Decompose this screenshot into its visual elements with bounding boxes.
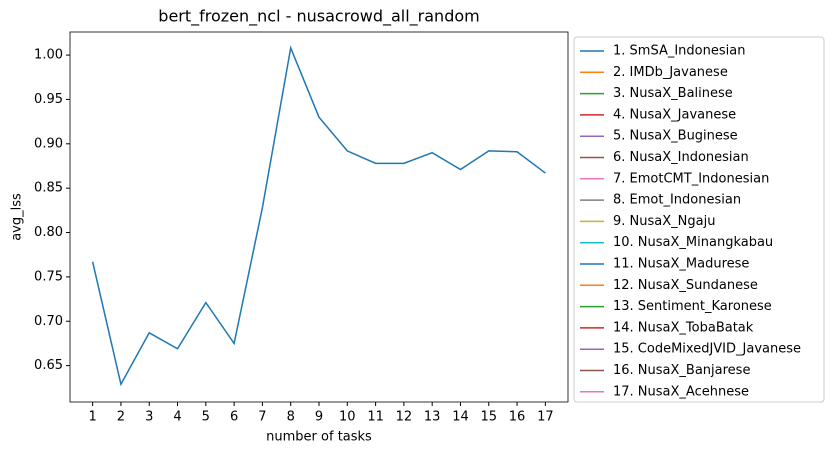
legend-label: 16. NusaX_Banjarese bbox=[613, 363, 750, 378]
legend-label: 7. EmotCMT_Indonesian bbox=[613, 171, 769, 186]
y-tick-label: 1.00 bbox=[34, 48, 63, 63]
legend-label: 14. NusaX_TobaBatak bbox=[613, 320, 754, 335]
legend-label: 4. NusaX_Javanese bbox=[613, 107, 736, 122]
legend-label: 17. NusaX_Acehnese bbox=[613, 384, 749, 399]
legend-label: 5. NusaX_Buginese bbox=[613, 129, 738, 144]
legend-label: 15. CodeMixedJVID_Javanese bbox=[613, 342, 801, 357]
legend-label: 12. NusaX_Sundanese bbox=[613, 278, 758, 293]
legend-label: 11. NusaX_Madurese bbox=[613, 257, 749, 272]
plot-frame bbox=[69, 31, 569, 403]
x-tick-label: 8 bbox=[287, 410, 295, 425]
x-tick-label: 12 bbox=[396, 410, 413, 425]
legend-label: 10. NusaX_Minangkabau bbox=[613, 235, 773, 250]
legend-label: 8. Emot_Indonesian bbox=[613, 193, 741, 208]
x-tick-label: 14 bbox=[452, 410, 469, 425]
x-tick-label: 13 bbox=[424, 410, 441, 425]
x-tick-label: 16 bbox=[509, 410, 526, 425]
legend-label: 13. Sentiment_Karonese bbox=[613, 299, 772, 314]
x-tick-label: 3 bbox=[145, 410, 153, 425]
x-tick-label: 6 bbox=[230, 410, 238, 425]
x-tick-label: 2 bbox=[117, 410, 125, 425]
y-tick-label: 0.85 bbox=[34, 181, 63, 196]
x-tick-label: 15 bbox=[480, 410, 497, 425]
legend-label: 6. NusaX_Indonesian bbox=[613, 150, 749, 165]
x-tick-label: 11 bbox=[367, 410, 384, 425]
legend-box bbox=[573, 36, 825, 403]
x-tick-label: 5 bbox=[202, 410, 210, 425]
legend-label: 2. IMDb_Javanese bbox=[613, 65, 728, 80]
x-tick-label: 4 bbox=[173, 410, 181, 425]
series-line bbox=[91, 45, 546, 387]
x-axis-label: number of tasks bbox=[266, 430, 372, 445]
y-tick-label: 0.90 bbox=[34, 136, 63, 151]
legend-label: 9. NusaX_Ngaju bbox=[613, 214, 715, 229]
x-tick-label: 17 bbox=[537, 410, 554, 425]
x-tick-label: 9 bbox=[315, 410, 323, 425]
y-tick-label: 0.75 bbox=[34, 269, 63, 284]
y-tick-label: 0.65 bbox=[34, 358, 63, 373]
x-tick-label: 10 bbox=[339, 410, 356, 425]
chart-title: bert_frozen_ncl - nusacrowd_all_random bbox=[158, 7, 479, 27]
legend-label: 1. SmSA_Indonesian bbox=[613, 44, 745, 59]
x-tick-label: 1 bbox=[88, 410, 96, 425]
y-tick-label: 0.95 bbox=[34, 92, 63, 107]
y-tick-label: 0.80 bbox=[34, 225, 63, 240]
y-axis-label: avg_lss bbox=[10, 193, 25, 241]
legend-label: 3. NusaX_Balinese bbox=[613, 86, 733, 101]
x-tick-label: 7 bbox=[258, 410, 266, 425]
y-tick-label: 0.70 bbox=[34, 314, 63, 329]
